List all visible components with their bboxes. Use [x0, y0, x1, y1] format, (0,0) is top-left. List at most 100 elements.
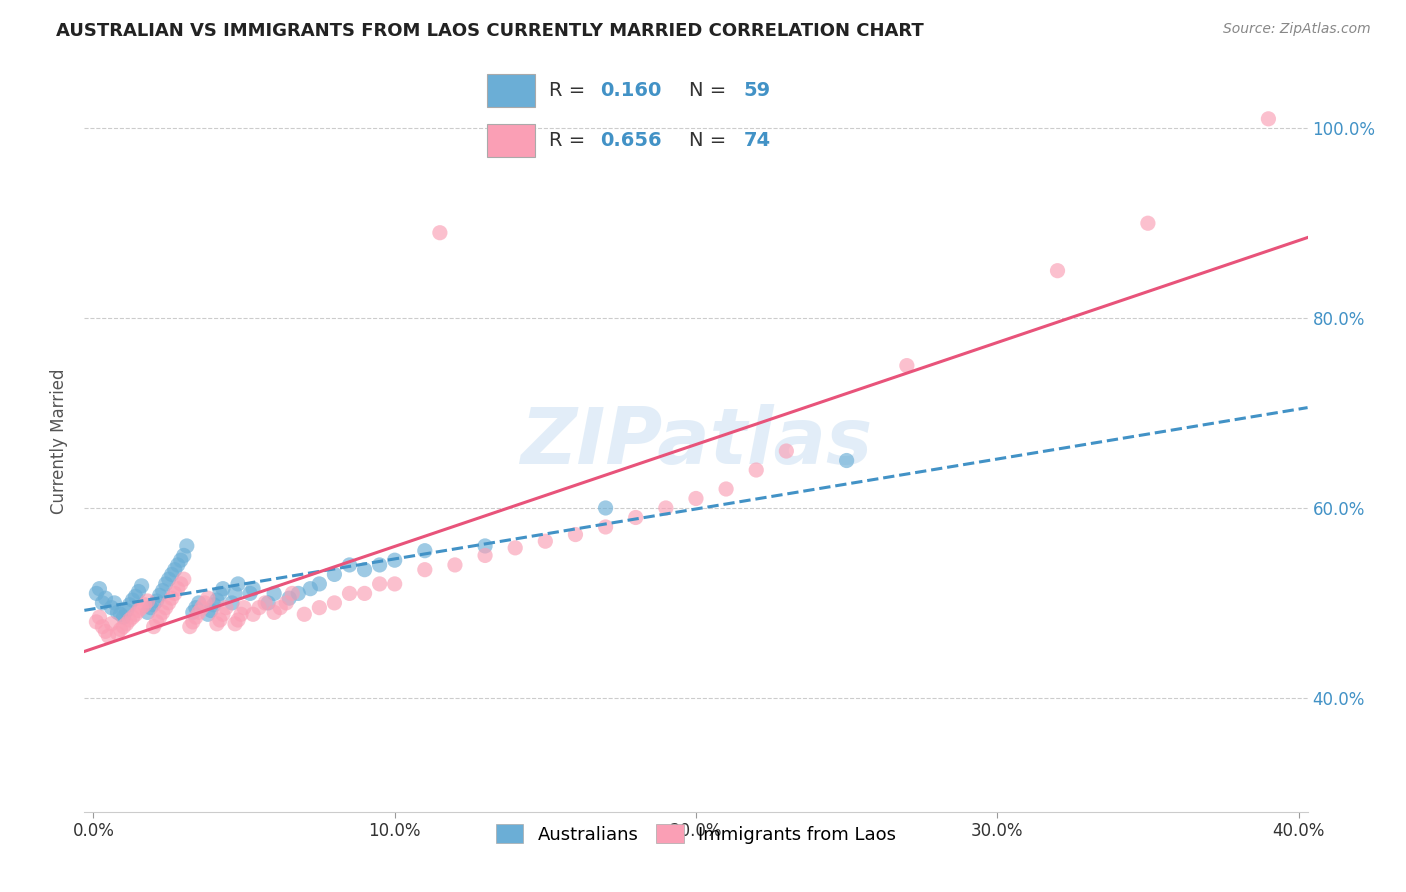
Point — [1046, 263, 1069, 277]
Point — [1257, 112, 1279, 126]
Point — [257, 596, 280, 610]
Point — [124, 589, 146, 603]
Point — [205, 593, 228, 607]
Point — [226, 613, 249, 627]
Point — [91, 620, 114, 634]
Point — [112, 620, 135, 634]
Point — [263, 586, 285, 600]
Point — [86, 586, 108, 600]
Point — [413, 563, 436, 577]
Point — [368, 558, 391, 572]
Point — [107, 606, 129, 620]
Point — [323, 567, 346, 582]
Point — [202, 598, 225, 612]
Point — [775, 444, 797, 458]
Point — [263, 606, 285, 620]
Point — [655, 500, 678, 515]
Point — [835, 453, 858, 467]
Point — [299, 582, 322, 596]
Point — [157, 572, 180, 586]
Point — [624, 510, 647, 524]
Point — [89, 610, 111, 624]
Text: Source: ZipAtlas.com: Source: ZipAtlas.com — [1223, 22, 1371, 37]
Point — [187, 606, 209, 620]
Point — [89, 582, 111, 596]
Point — [384, 553, 406, 567]
Point — [191, 600, 214, 615]
Point — [181, 615, 204, 629]
Point — [170, 553, 193, 567]
Point — [110, 623, 132, 637]
Point — [226, 577, 249, 591]
Point — [173, 572, 195, 586]
Point — [745, 463, 768, 477]
Point — [121, 610, 143, 624]
Point — [142, 598, 165, 612]
Point — [149, 588, 172, 602]
Point — [194, 596, 217, 610]
Point — [166, 582, 188, 596]
Point — [292, 607, 315, 622]
Point — [152, 583, 174, 598]
Point — [714, 482, 737, 496]
Point — [166, 558, 188, 572]
Point — [197, 591, 219, 606]
Point — [118, 613, 141, 627]
Point — [685, 491, 707, 506]
Point — [368, 577, 391, 591]
Point — [384, 577, 406, 591]
Point — [97, 629, 120, 643]
Point — [94, 591, 117, 606]
Point — [221, 596, 243, 610]
Point — [112, 610, 135, 624]
Legend: Australians, Immigrants from Laos: Australians, Immigrants from Laos — [489, 817, 903, 851]
Point — [107, 626, 129, 640]
Point — [254, 596, 277, 610]
Point — [181, 606, 204, 620]
Point — [353, 563, 375, 577]
Point — [94, 624, 117, 639]
Point — [163, 563, 186, 577]
Point — [145, 615, 167, 629]
Point — [91, 596, 114, 610]
Point — [110, 607, 132, 622]
Point — [184, 600, 207, 615]
Point — [124, 607, 146, 622]
Point — [224, 586, 246, 600]
Point — [413, 543, 436, 558]
Point — [269, 600, 291, 615]
Point — [339, 586, 361, 600]
Point — [139, 600, 162, 615]
Point — [86, 615, 108, 629]
Point — [1136, 216, 1159, 230]
Point — [339, 558, 361, 572]
Point — [215, 600, 238, 615]
Point — [118, 598, 141, 612]
Point — [136, 594, 159, 608]
Point — [157, 596, 180, 610]
Point — [896, 359, 918, 373]
Point — [239, 586, 262, 600]
Point — [308, 577, 330, 591]
Point — [155, 577, 177, 591]
Point — [149, 610, 172, 624]
Point — [205, 616, 228, 631]
Point — [163, 586, 186, 600]
Point — [444, 558, 467, 572]
Point — [287, 586, 309, 600]
Point — [100, 600, 122, 615]
Point — [136, 606, 159, 620]
Point — [121, 593, 143, 607]
Point — [229, 607, 252, 622]
Point — [503, 541, 526, 555]
Point — [176, 539, 198, 553]
Point — [429, 226, 451, 240]
Point — [145, 594, 167, 608]
Point — [115, 616, 138, 631]
Point — [131, 579, 153, 593]
Point — [233, 600, 256, 615]
Point — [212, 582, 235, 596]
Point — [160, 591, 183, 606]
Point — [595, 520, 617, 534]
Point — [595, 500, 617, 515]
